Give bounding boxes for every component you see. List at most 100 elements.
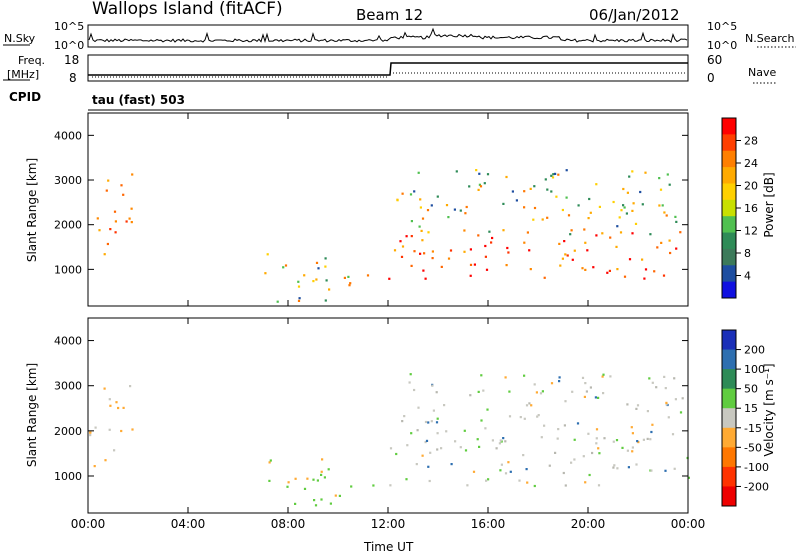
echo-cell <box>284 264 288 267</box>
nave-label: Nave <box>748 66 776 79</box>
echo-cell <box>608 269 611 272</box>
echo-cell <box>554 172 557 175</box>
echo-cell <box>555 195 558 198</box>
echo-cell <box>472 470 476 473</box>
echo-cell <box>464 212 467 215</box>
echo-cell <box>459 209 462 212</box>
echo-cell <box>486 173 490 176</box>
echo-cell <box>651 423 654 426</box>
echo-cell <box>595 442 598 445</box>
echo-cell <box>499 439 502 442</box>
echo-cell <box>418 225 421 228</box>
echo-cell <box>557 428 560 431</box>
colorbar-tick-label: -100 <box>744 461 769 474</box>
echo-cell <box>419 206 422 209</box>
echo-cell <box>276 300 279 303</box>
echo-cell <box>410 220 413 223</box>
echo-cell <box>612 200 615 204</box>
echo-cell <box>350 485 353 488</box>
echo-cell <box>487 478 490 481</box>
echo-cell <box>661 204 664 207</box>
echo-cell <box>303 274 306 277</box>
echo-cell <box>410 432 413 435</box>
echo-cell <box>595 234 598 237</box>
cpid-value: tau (fast) 503 <box>92 93 185 107</box>
echo-cell <box>508 390 511 393</box>
echo-cell <box>659 188 663 191</box>
echo-cell <box>507 251 510 254</box>
echo-cell <box>106 242 109 246</box>
echo-cell <box>491 236 494 240</box>
echo-cell <box>94 426 97 429</box>
echo-cell <box>303 487 307 490</box>
colorbar-swatch <box>722 427 736 448</box>
nsky-tick-bottom: 10^0 <box>54 39 84 52</box>
echo-cell <box>329 502 332 505</box>
velocity-y-axis: 1000 2000 3000 4000 <box>54 335 688 483</box>
echo-cell <box>612 440 615 443</box>
echo-cell <box>533 484 536 488</box>
echo-cell <box>663 375 666 378</box>
echo-cell <box>628 258 632 261</box>
echo-cell <box>435 421 439 424</box>
echo-cell <box>564 400 567 403</box>
echo-cell <box>589 211 592 214</box>
nsky-strip-frame <box>87 24 689 48</box>
velocity-colorbar-label: Velocity [m s⁻¹] <box>762 363 776 456</box>
echo-cell <box>478 445 481 448</box>
echo-cell <box>114 231 117 234</box>
echo-cell <box>396 199 399 202</box>
echo-cell <box>415 463 418 466</box>
echo-cell <box>422 269 425 272</box>
echo-cell <box>655 386 658 389</box>
echo-cell <box>266 253 269 256</box>
echo-cell <box>606 271 609 274</box>
echo-cell <box>529 187 532 190</box>
echo-cell <box>631 446 634 449</box>
echo-cell <box>609 236 612 239</box>
y-tick-label: 2000 <box>54 219 82 232</box>
echo-cell <box>428 479 431 483</box>
echo-cell <box>423 252 426 255</box>
echo-cell <box>669 251 672 255</box>
echo-cell <box>565 196 568 199</box>
echo-cell <box>125 220 128 223</box>
echo-cell <box>314 504 318 507</box>
echo-cell <box>409 193 413 196</box>
echo-cell <box>528 402 531 405</box>
echo-cell <box>108 398 111 401</box>
echo-cell <box>108 428 111 431</box>
echo-cell <box>506 246 509 250</box>
echo-cell <box>585 390 588 393</box>
echo-cell <box>122 193 125 196</box>
echo-cell <box>541 218 544 221</box>
echo-cell <box>581 267 584 270</box>
echo-cell <box>297 299 301 302</box>
echo-cell <box>502 437 505 440</box>
echo-cell <box>485 268 489 271</box>
echo-cell <box>509 470 512 473</box>
echo-cell <box>450 463 453 466</box>
echo-cell <box>113 210 117 213</box>
echo-cell <box>399 240 402 243</box>
echo-cell <box>664 387 667 390</box>
echo-cell <box>478 172 481 175</box>
echo-cell <box>576 422 580 425</box>
colorbar-tick-label: -15 <box>744 422 762 435</box>
echo-cell <box>558 376 561 379</box>
echo-cell <box>417 406 420 409</box>
echo-cell <box>656 246 659 249</box>
echo-cell <box>519 416 522 419</box>
colorbar-swatch <box>722 216 736 234</box>
echo-cell <box>558 242 561 245</box>
echo-cell <box>269 459 272 462</box>
echo-cell <box>103 387 106 390</box>
echo-cell <box>436 195 439 198</box>
velocity-echo-scatter <box>89 373 690 507</box>
echo-cell <box>587 217 590 220</box>
echo-cell <box>558 380 561 383</box>
y-tick-label: 3000 <box>54 380 82 393</box>
echo-cell <box>473 263 476 266</box>
echo-cell <box>616 268 619 271</box>
echo-cell <box>658 177 661 180</box>
